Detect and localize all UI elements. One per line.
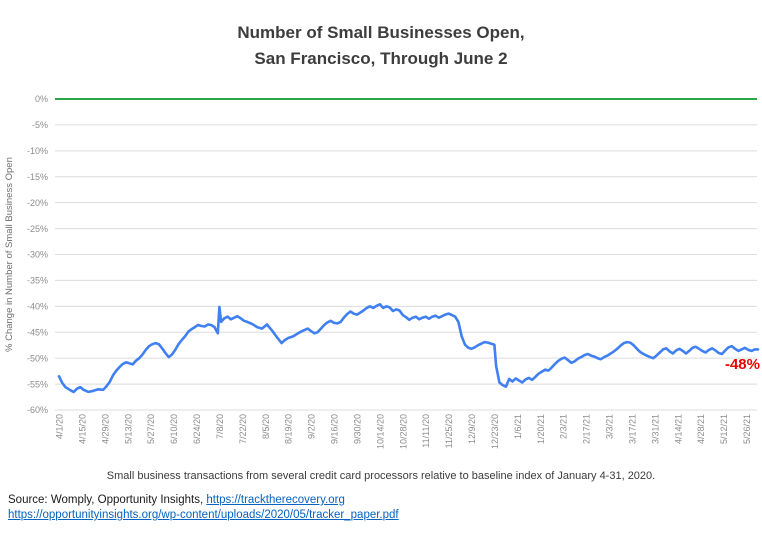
svg-text:5/12/21: 5/12/21: [719, 414, 729, 444]
svg-text:12/9/20: 12/9/20: [467, 414, 477, 444]
svg-text:5/13/20: 5/13/20: [123, 414, 133, 444]
source-link-tracker-paper[interactable]: https://opportunityinsights.org/wp-conte…: [8, 509, 399, 521]
svg-text:3/17/21: 3/17/21: [627, 414, 637, 444]
svg-text:9/30/20: 9/30/20: [352, 414, 362, 444]
svg-text:7/22/20: 7/22/20: [238, 414, 248, 444]
svg-text:4/28/21: 4/28/21: [696, 414, 706, 444]
svg-text:10/14/20: 10/14/20: [375, 414, 385, 449]
svg-text:-55%: -55%: [27, 379, 48, 389]
svg-text:-60%: -60%: [27, 405, 48, 415]
chart-title-line2: San Francisco, Through June 2: [254, 49, 508, 68]
svg-text:4/14/21: 4/14/21: [673, 414, 683, 444]
data-line-san-francisco: [57, 302, 760, 394]
svg-text:10/28/20: 10/28/20: [398, 414, 408, 449]
chart-title-line1: Number of Small Businesses Open,: [237, 23, 525, 42]
svg-text:-15%: -15%: [27, 172, 48, 182]
svg-text:5/26/21: 5/26/21: [742, 414, 752, 444]
svg-text:-10%: -10%: [27, 146, 48, 156]
svg-text:-25%: -25%: [27, 224, 48, 234]
svg-text:8/19/20: 8/19/20: [284, 414, 294, 444]
last-value-label: -48%: [724, 356, 760, 373]
svg-text:0%: 0%: [35, 94, 48, 104]
source-line2: https://opportunityinsights.org/wp-conte…: [8, 508, 399, 523]
chart-title: Number of Small Businesses Open, San Fra…: [0, 20, 762, 72]
svg-text:11/11/20: 11/11/20: [421, 414, 431, 448]
svg-text:4/15/20: 4/15/20: [77, 414, 87, 444]
svg-text:5/27/20: 5/27/20: [146, 414, 156, 444]
svg-text:3/31/21: 3/31/21: [650, 414, 660, 444]
svg-text:-30%: -30%: [27, 250, 48, 260]
svg-text:9/16/20: 9/16/20: [330, 414, 340, 444]
svg-text:-20%: -20%: [27, 198, 48, 208]
source-block: Source: Womply, Opportunity Insights, ht…: [8, 493, 399, 523]
source-link-tracktherecovery[interactable]: https://tracktherecovery.org: [206, 494, 345, 506]
y-tick-labels: 0% -5% -10% -15% -20% -25% -30% -35% -40% -45% -50…: [27, 94, 48, 415]
svg-text:6/10/20: 6/10/20: [169, 414, 179, 444]
gridlines: [55, 98, 757, 411]
y-axis-title: % Change in Number of Small Business Ope…: [4, 157, 15, 353]
svg-text:12/23/20: 12/23/20: [490, 414, 500, 449]
svg-text:-40%: -40%: [27, 302, 48, 312]
svg-text:-35%: -35%: [27, 276, 48, 286]
svg-text:-45%: -45%: [27, 327, 48, 337]
x-tick-labels: 4/1/20 4/15/20 4/29/20 5/13/20 5/27/20 6/10/2…: [55, 414, 753, 449]
svg-text:1/6/21: 1/6/21: [513, 414, 523, 439]
svg-text:6/24/20: 6/24/20: [192, 414, 202, 444]
source-line1: Source: Womply, Opportunity Insights, ht…: [8, 493, 399, 508]
svg-text:11/25/20: 11/25/20: [444, 414, 454, 448]
svg-text:1/20/21: 1/20/21: [536, 414, 546, 444]
svg-text:3/3/21: 3/3/21: [605, 414, 615, 439]
svg-text:-50%: -50%: [27, 353, 48, 363]
svg-text:2/3/21: 2/3/21: [559, 414, 569, 439]
svg-text:4/1/20: 4/1/20: [55, 414, 65, 439]
source-prefix: Source: Womply, Opportunity Insights,: [8, 494, 207, 506]
svg-text:-5%: -5%: [32, 120, 48, 130]
svg-text:4/29/20: 4/29/20: [100, 414, 110, 444]
svg-text:7/8/20: 7/8/20: [215, 414, 225, 439]
svg-text:8/5/20: 8/5/20: [261, 414, 271, 439]
chart-caption: Small business transactions from several…: [106, 470, 656, 482]
svg-text:2/17/21: 2/17/21: [582, 414, 592, 444]
svg-text:9/2/20: 9/2/20: [307, 414, 317, 439]
